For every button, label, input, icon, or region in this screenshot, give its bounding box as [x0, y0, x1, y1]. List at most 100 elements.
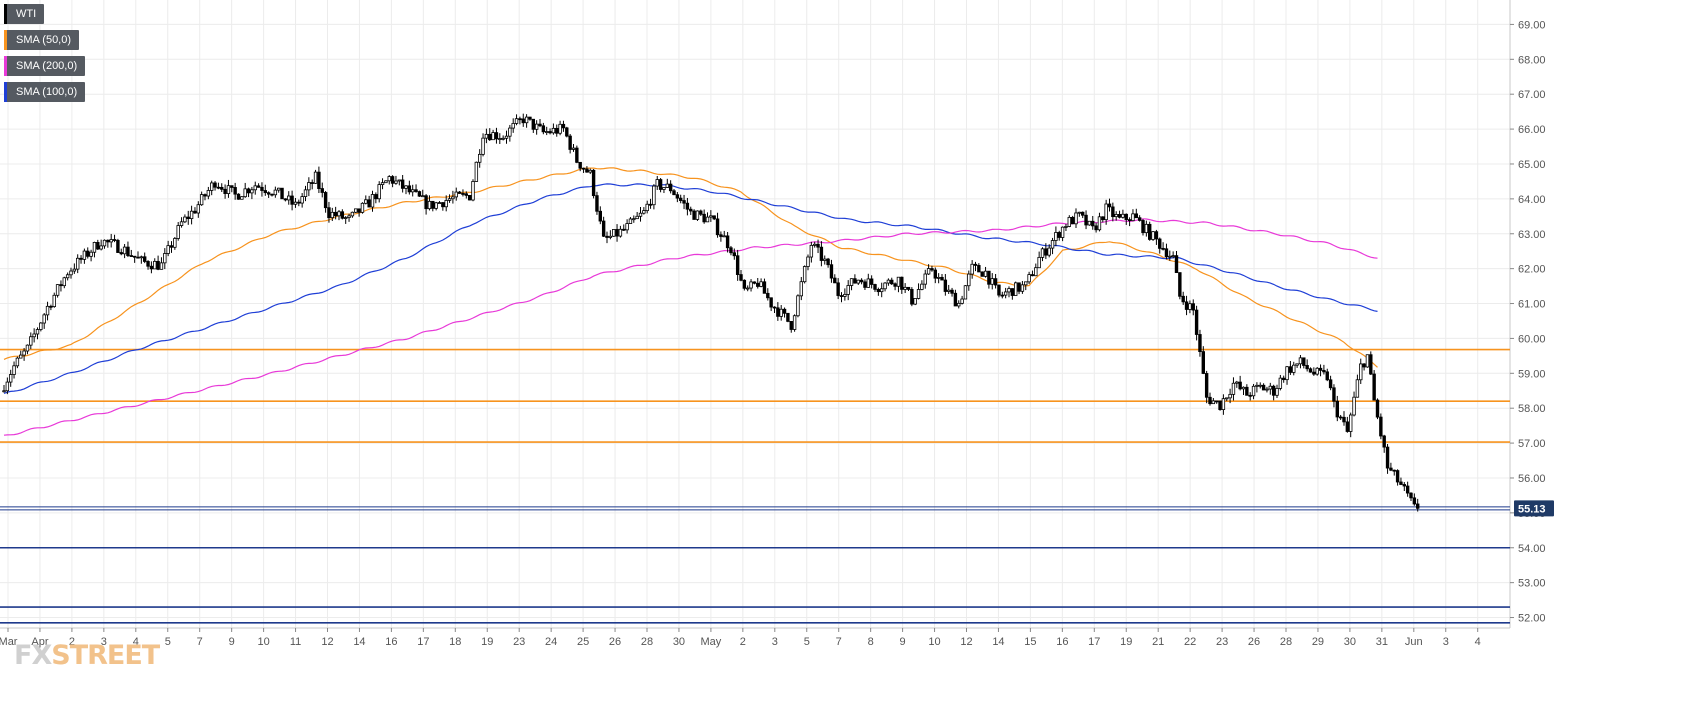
candle-body — [1359, 363, 1363, 381]
candle — [541, 122, 546, 135]
candle-body — [1228, 393, 1232, 399]
candle — [1392, 469, 1396, 476]
candle — [1255, 382, 1259, 393]
candle — [1238, 375, 1242, 391]
candle — [1271, 384, 1276, 401]
candle-body — [1104, 203, 1108, 221]
x-tick-label: 30 — [673, 636, 685, 648]
candle — [270, 193, 274, 197]
candle-body — [1057, 232, 1061, 238]
candle — [1365, 354, 1370, 368]
candle-body — [384, 180, 388, 184]
candle — [330, 207, 334, 222]
candle — [685, 197, 690, 216]
candle — [76, 254, 80, 274]
candle — [940, 273, 944, 281]
candle — [1211, 398, 1216, 405]
candle — [69, 267, 73, 279]
candle-body — [39, 322, 43, 330]
candle — [82, 248, 87, 264]
candle — [1292, 361, 1296, 376]
candle — [437, 201, 442, 204]
candle-body — [551, 127, 556, 134]
candle-body — [102, 239, 107, 247]
candle — [799, 276, 803, 301]
candle-body — [1003, 291, 1008, 296]
candle-body — [665, 183, 669, 188]
candle — [1221, 394, 1226, 415]
candle — [833, 274, 837, 284]
candle — [333, 206, 338, 220]
candle-body — [1017, 282, 1021, 292]
y-tick-label: 68.00 — [1518, 54, 1546, 66]
candle — [987, 270, 991, 289]
candle-body — [849, 278, 854, 286]
x-tick-label: 16 — [1056, 636, 1068, 648]
candle-body — [1389, 467, 1393, 471]
candle — [668, 180, 673, 194]
candle-body — [632, 218, 636, 221]
candle — [467, 194, 472, 201]
candle-body — [826, 258, 830, 266]
candle — [1278, 374, 1283, 391]
candle — [1359, 358, 1363, 384]
logo-fx: FX — [14, 640, 52, 671]
candle — [387, 175, 391, 185]
legend-item-sma200[interactable]: SMA (200,0) — [4, 56, 86, 76]
y-tick-label: 64.00 — [1518, 194, 1546, 206]
candle — [501, 135, 505, 141]
candle — [1332, 384, 1336, 408]
candle-body — [354, 208, 358, 213]
candle-body — [474, 161, 479, 182]
candle-body — [290, 195, 294, 205]
x-tick-label: 9 — [900, 636, 906, 648]
candle — [1127, 217, 1132, 227]
sma-line-2 — [3, 218, 1378, 436]
candles — [2, 113, 1420, 512]
candle-body — [839, 295, 844, 297]
candle-body — [253, 185, 257, 191]
legend-item-sma100[interactable]: SMA (100,0) — [4, 82, 86, 102]
candle — [886, 278, 891, 286]
candle — [960, 295, 964, 305]
candle — [709, 210, 713, 222]
candle-body — [829, 264, 834, 279]
candle-body — [441, 202, 445, 208]
candle-body — [1412, 497, 1417, 505]
candle — [729, 245, 733, 256]
candle-body — [491, 132, 495, 141]
x-tick-label: 3 — [101, 636, 107, 648]
candle-body — [1255, 384, 1259, 387]
candle — [1134, 208, 1138, 219]
candle-body — [705, 216, 710, 223]
candle — [1345, 416, 1350, 433]
candle-body — [682, 200, 686, 204]
candle-body — [1047, 247, 1051, 256]
candle — [1101, 216, 1105, 223]
candle-body — [1121, 213, 1125, 218]
candle-body — [86, 250, 90, 257]
candle-body — [203, 194, 207, 197]
legend-item-sma50[interactable]: SMA (50,0) — [4, 30, 80, 50]
x-tick-label: 18 — [449, 636, 461, 648]
candle — [913, 298, 917, 306]
candle — [883, 282, 887, 292]
candle — [1231, 377, 1236, 401]
candle-body — [327, 207, 331, 219]
candle-body — [756, 282, 760, 287]
legend-item-wti[interactable]: WTI — [4, 4, 45, 24]
candle-body — [796, 295, 800, 317]
candle-body — [732, 252, 736, 257]
candle-body — [437, 202, 442, 204]
candle-body — [900, 276, 904, 290]
candle-body — [816, 243, 820, 248]
x-tick-label: 14 — [353, 636, 365, 648]
legend: WTI SMA (50,0) SMA (200,0) SMA (100,0) — [4, 4, 86, 102]
candle — [923, 269, 927, 289]
candle-body — [896, 276, 901, 287]
candle — [2, 384, 6, 393]
candle — [384, 180, 388, 184]
candle — [1050, 237, 1055, 255]
candle — [1349, 412, 1353, 438]
